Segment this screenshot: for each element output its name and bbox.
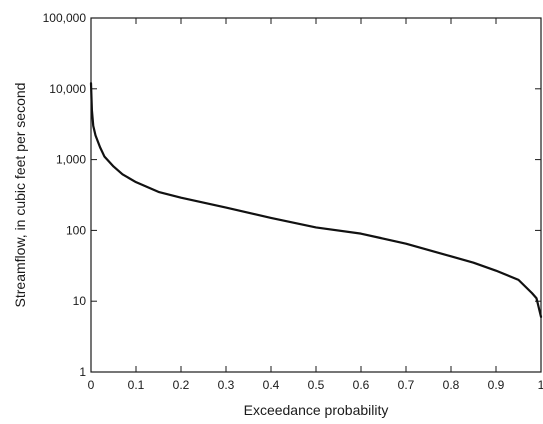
y-tick-label: 1,000 [56,153,86,167]
y-tick-label: 10,000 [49,82,86,96]
y-tick-label: 100,000 [43,11,87,25]
x-tick-label: 0 [88,378,95,392]
x-tick-label: 1 [538,378,543,392]
x-tick-label: 0.8 [443,378,460,392]
x-tick-label: 0.4 [263,378,280,392]
x-tick-label: 0.5 [308,378,325,392]
x-tick-label: 0.1 [128,378,145,392]
x-tick-label: 0.2 [173,378,190,392]
x-axis-title: Exceedance probability [244,402,389,418]
x-tick-label: 0.6 [353,378,370,392]
flow-duration-line [89,82,543,319]
x-tick-label: 0.7 [398,378,415,392]
x-tick-label: 0.3 [218,378,235,392]
y-axis-title: Streamflow, in cubic feet per second [12,83,28,308]
plot-frame [90,17,542,373]
y-tick-label: 10 [73,294,87,308]
y-tick-label: 100 [66,223,86,237]
plot-area: 0 0.1 0.2 0.3 0.4 0.5 0.6 0.7 0.8 0.9 1 1 10 100 1,000… [43,11,543,392]
y-tick-label: 1 [79,365,86,379]
x-tick-label: 0.9 [488,378,505,392]
